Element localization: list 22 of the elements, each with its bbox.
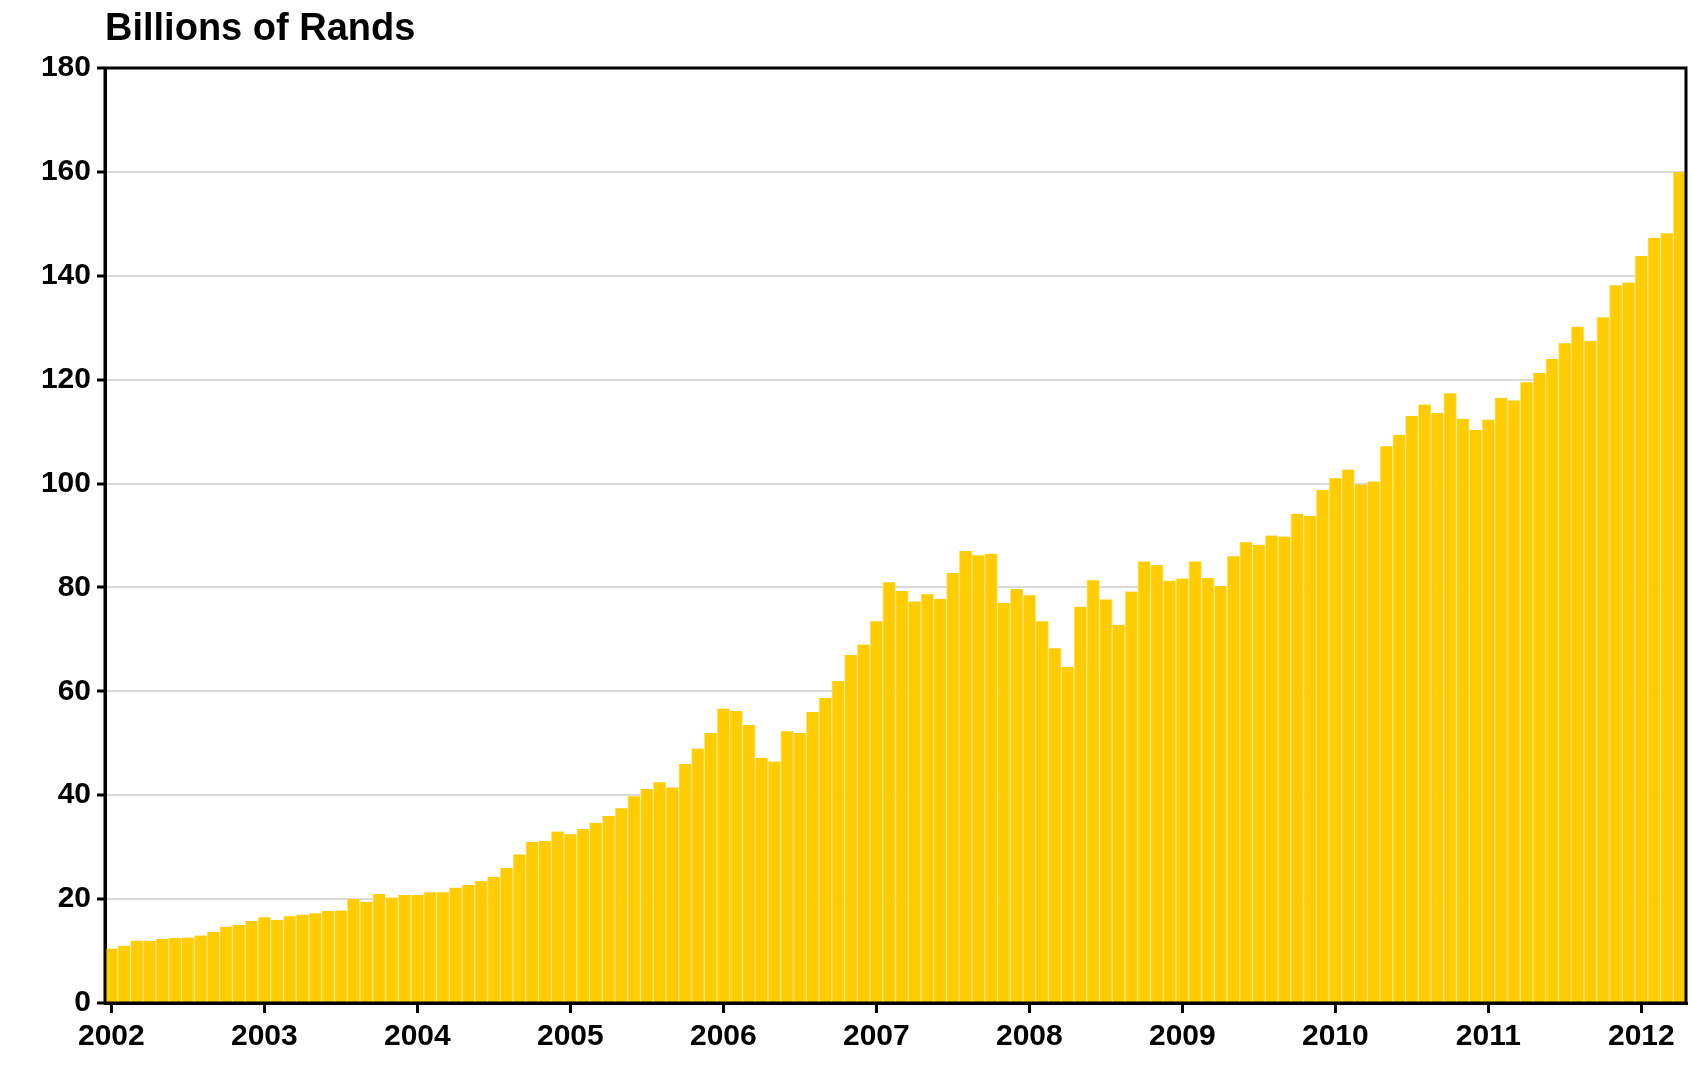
y-tick-label: 20: [57, 880, 91, 914]
x-tick-label: 2002: [78, 1018, 145, 1052]
x-tick-label: 2005: [537, 1018, 604, 1052]
x-tick-label: 2010: [1302, 1018, 1369, 1052]
y-tick-label: 140: [40, 257, 91, 291]
x-tick-label: 2003: [231, 1018, 298, 1052]
x-tick-label: 2006: [690, 1018, 757, 1052]
y-tick-label: 100: [40, 464, 91, 498]
y-tick-label: 180: [40, 49, 91, 83]
chart-title: Billions of Rands: [105, 6, 416, 49]
y-tick-label: 80: [57, 568, 91, 602]
x-tick-label: 2004: [384, 1018, 452, 1052]
x-tick-label: 2011: [1455, 1018, 1521, 1052]
x-tick-label: 2007: [843, 1018, 910, 1052]
x-tick-label: 2012: [1608, 1018, 1675, 1052]
y-tick-label: 60: [57, 672, 91, 706]
x-tick-label: 2008: [996, 1018, 1063, 1052]
y-tick-label: 40: [57, 776, 91, 810]
y-tick-label: 160: [40, 153, 91, 187]
x-tick-label: 2009: [1149, 1018, 1216, 1052]
y-tick-label: 120: [40, 360, 91, 394]
y-tick-label: 0: [74, 984, 91, 1018]
